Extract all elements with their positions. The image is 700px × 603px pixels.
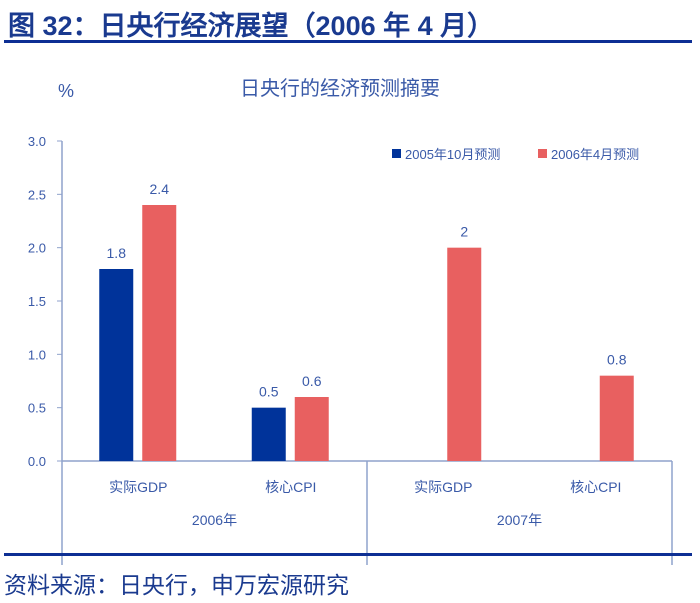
y-tick-label: 0.0	[28, 454, 46, 469]
data-label: 2	[460, 224, 468, 240]
data-label: 1.8	[107, 245, 127, 261]
legend-swatch	[392, 149, 401, 158]
y-tick-label: 1.0	[28, 347, 46, 362]
y-tick-label: 2.5	[28, 187, 46, 202]
legend-label: 2006年4月预测	[551, 147, 639, 162]
y-tick-label: 2.0	[28, 241, 46, 256]
bar	[599, 375, 634, 461]
top-rule	[4, 40, 692, 43]
bar	[447, 247, 482, 461]
y-tick-label: 3.0	[28, 134, 46, 149]
source-note: 资料来源：日央行，申万宏源研究	[4, 572, 349, 598]
category-label: 核心CPI	[570, 479, 621, 495]
data-label: 2.4	[150, 181, 170, 197]
legend-swatch	[538, 149, 547, 158]
group-label: 2007年	[497, 512, 542, 528]
y-tick-label: 1.5	[28, 294, 46, 309]
y-tick-label: 0.5	[28, 401, 46, 416]
legend-label: 2005年10月预测	[405, 147, 500, 162]
bottom-rule	[4, 553, 692, 556]
chart-title: 日央行的经济预测摘要	[240, 77, 440, 100]
category-label: 实际GDP	[109, 479, 167, 495]
group-label: 2006年	[192, 512, 237, 528]
data-label: 0.8	[607, 352, 627, 368]
category-label: 实际GDP	[414, 479, 472, 495]
bar	[99, 269, 134, 461]
data-label: 0.5	[259, 384, 279, 400]
figure-title: 图 32：日央行经济展望（2006 年 4 月）	[8, 11, 495, 41]
y-axis-unit: %	[58, 81, 74, 101]
bar	[294, 397, 329, 461]
category-label: 核心CPI	[265, 479, 316, 495]
data-label: 0.6	[302, 373, 322, 389]
bar	[142, 205, 177, 461]
bar	[251, 407, 286, 461]
